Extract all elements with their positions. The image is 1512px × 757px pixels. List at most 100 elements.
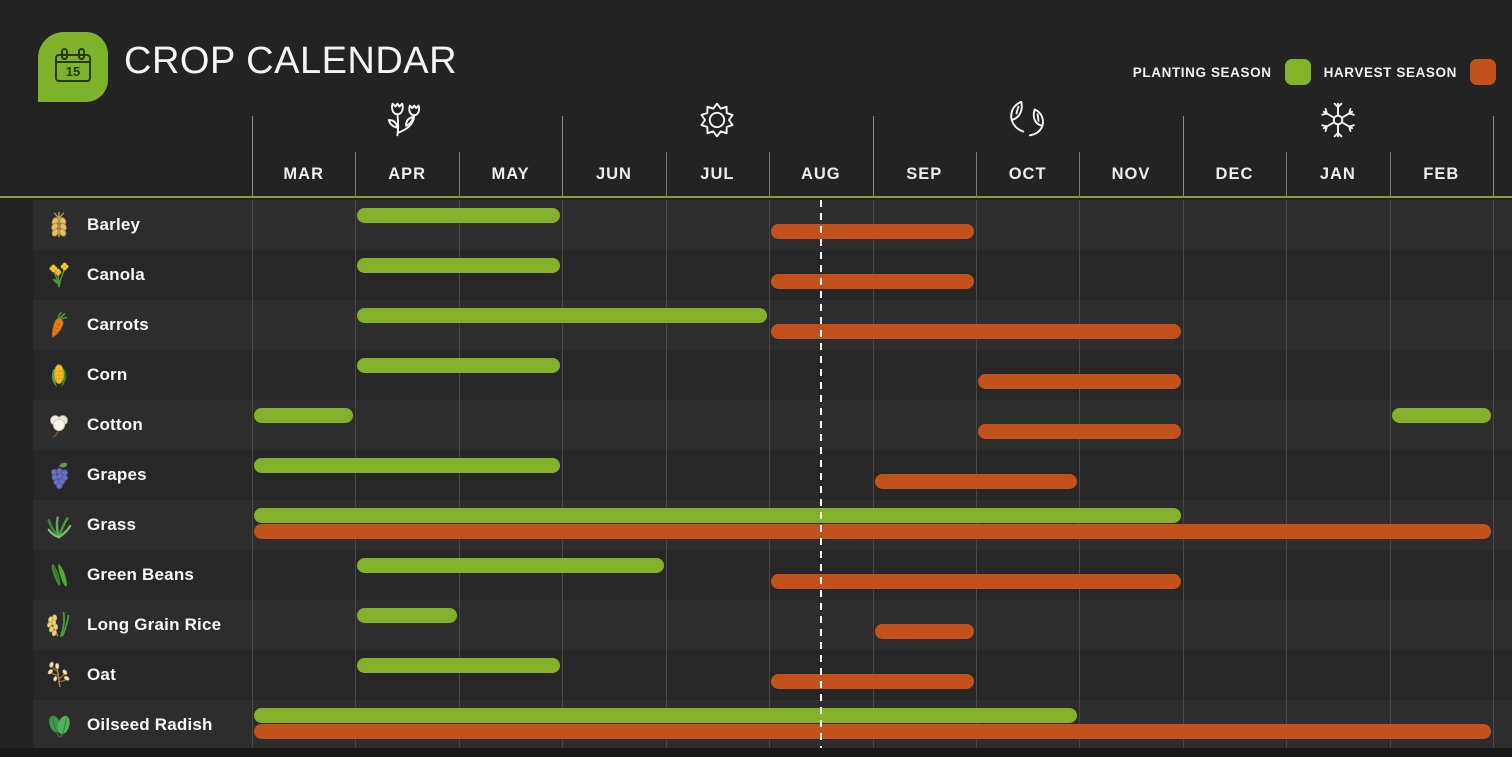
crop-name: Cotton: [87, 415, 143, 434]
harvest-bar-oilseed-radish: [254, 724, 1491, 739]
crop-name: Oilseed Radish: [87, 715, 213, 734]
crop-label-green-beans: Green Beans: [44, 550, 194, 600]
planting-bar-long-grain-rice: [357, 608, 457, 623]
corn-icon: [44, 360, 74, 390]
month-header-row: MAR APR MAY JUN JUL AUG SEP OCT NOV DEC JAN FEB: [0, 150, 1512, 198]
crop-name: Canola: [87, 265, 145, 284]
barley-icon: [44, 210, 74, 240]
legend-planting-label: PLANTING SEASON: [1132, 64, 1272, 80]
legend-harvest-swatch: [1470, 59, 1496, 85]
crop-row-corn: [33, 350, 1512, 400]
planting-bar-grass: [254, 508, 1181, 523]
chart-gridline: [355, 200, 357, 748]
harvest-bar-green-beans: [771, 574, 1181, 589]
crop-name: Corn: [87, 365, 128, 384]
planting-bar-canola: [357, 258, 561, 273]
harvest-bar-grapes: [874, 474, 1078, 489]
harvest-bar-corn: [977, 374, 1181, 389]
harvest-bar-grass: [254, 524, 1491, 539]
green-beans-icon: [44, 560, 74, 590]
harvest-bar-canola: [771, 274, 974, 289]
chart-gridline: [665, 200, 667, 748]
carrots-icon: [44, 310, 74, 340]
snowflake-icon: [1315, 97, 1361, 148]
grapes-icon: [44, 460, 74, 490]
crop-name: Grapes: [87, 465, 147, 484]
chart-gridline: [769, 200, 771, 748]
page-title: CROP CALENDAR: [124, 40, 458, 82]
crop-label-barley: Barley: [44, 200, 140, 250]
planting-bar-corn: [357, 358, 561, 373]
crop-name: Oat: [87, 665, 116, 684]
month-boundary-line: [355, 152, 357, 198]
month-boundary-line: [665, 152, 667, 198]
season-boundary-line: [252, 116, 253, 198]
crop-label-oat: Oat: [44, 650, 116, 700]
chart-gridline: [1389, 200, 1391, 748]
crop-label-carrots: Carrots: [44, 300, 149, 350]
crop-label-oilseed-radish: Oilseed Radish: [44, 700, 213, 750]
season-boundary-line: [1182, 116, 1184, 198]
chart-gridline: [458, 200, 460, 748]
tulips-icon: [384, 97, 430, 148]
planting-bar-carrots: [357, 308, 768, 323]
month-label-jul: JUL: [700, 165, 735, 183]
chart-gridline: [872, 200, 874, 748]
crop-row-cotton: [33, 400, 1512, 450]
month-label-dec: DEC: [1215, 165, 1254, 183]
legend-planting-swatch: [1284, 59, 1311, 85]
chart-gridline: [1079, 200, 1081, 748]
crop-name: Green Beans: [87, 565, 195, 584]
month-label-nov: NOV: [1111, 165, 1151, 183]
autumn-leaves-icon: [1005, 97, 1051, 148]
planting-bar-cotton: [1391, 408, 1491, 423]
crop-label-cotton: Cotton: [44, 400, 143, 450]
oat-icon: [44, 660, 74, 690]
planting-bar-cotton: [254, 408, 354, 423]
month-label-oct: OCT: [1008, 165, 1047, 183]
crop-row-long-grain-rice: [33, 600, 1512, 650]
month-label-feb: FEB: [1423, 165, 1460, 183]
footer-strip: [0, 748, 1512, 757]
harvest-bar-cotton: [977, 424, 1181, 439]
crop-label-long-grain-rice: Long Grain Rice: [44, 600, 221, 650]
calendar-logo-icon: 15: [38, 32, 108, 102]
chart-gridline: [562, 200, 564, 748]
chart-gridline: [1493, 200, 1494, 748]
crop-label-grapes: Grapes: [44, 450, 147, 500]
month-label-aug: AUG: [800, 165, 841, 183]
month-boundary-line: [458, 152, 460, 198]
month-boundary-line: [1286, 152, 1288, 198]
header-divider-line: [0, 196, 1512, 198]
rice-icon: [44, 610, 74, 640]
month-boundary-line: [1079, 152, 1081, 198]
planting-bar-oat: [357, 658, 561, 673]
crop-label-grass: Grass: [44, 500, 136, 550]
month-label-mar: MAR: [283, 165, 324, 183]
planting-bar-grapes: [254, 458, 561, 473]
chart-gridline: [252, 200, 253, 748]
logo-day-text: 15: [66, 64, 80, 79]
month-label-jan: JAN: [1319, 165, 1356, 183]
planting-bar-oilseed-radish: [254, 708, 1078, 723]
cotton-icon: [44, 410, 74, 440]
crop-name: Grass: [87, 515, 137, 534]
month-boundary-line: [769, 152, 771, 198]
season-icons-row: [0, 97, 1512, 145]
planting-bar-green-beans: [357, 558, 664, 573]
month-label-jun: JUN: [595, 165, 632, 183]
crop-row-grapes: [33, 450, 1512, 500]
season-boundary-line: [1493, 116, 1494, 198]
planting-bar-barley: [357, 208, 561, 223]
month-label-sep: SEP: [906, 165, 943, 183]
crop-label-canola: Canola: [44, 250, 145, 300]
harvest-bar-oat: [771, 674, 974, 689]
harvest-bar-carrots: [771, 324, 1181, 339]
legend-harvest-label: HARVEST SEASON: [1323, 64, 1457, 80]
chart-gridline: [1286, 200, 1288, 748]
season-boundary-line: [872, 116, 874, 198]
crop-label-corn: Corn: [44, 350, 127, 400]
month-label-apr: APR: [388, 165, 427, 183]
month-label-may: MAY: [491, 165, 530, 183]
